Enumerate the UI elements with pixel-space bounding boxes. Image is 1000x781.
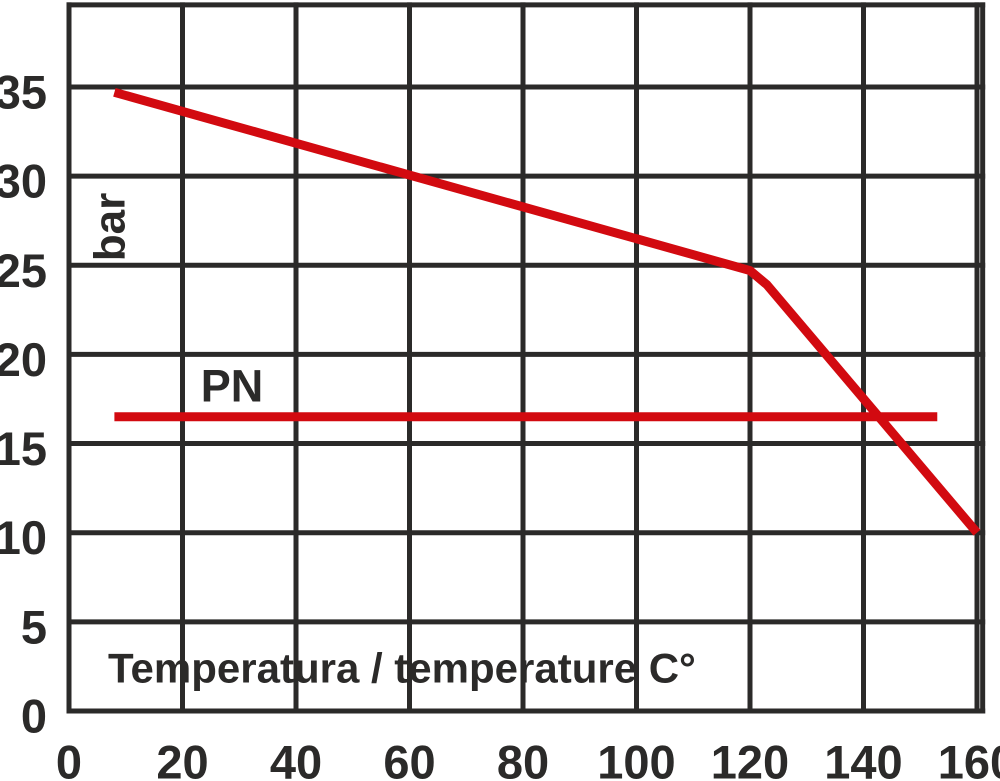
x-tick-label: 0 — [56, 736, 82, 781]
grid-layer — [66, 2, 986, 714]
x-tick-label: 60 — [383, 736, 435, 781]
x-tick-label: 80 — [497, 736, 549, 781]
y-tick-label: 15 — [0, 422, 47, 475]
y-tick-label: 0 — [21, 690, 47, 743]
x-tick-label: 100 — [597, 736, 675, 781]
y-tick-label: 35 — [0, 65, 47, 118]
x-axis-title: Temperatura / temperature C° — [108, 645, 696, 692]
x-tick-label: 40 — [270, 736, 322, 781]
y-tick-label: 25 — [0, 244, 47, 297]
y-tick-label: 10 — [0, 511, 47, 564]
y-tick-label: 5 — [21, 600, 47, 653]
x-tick-label: 140 — [824, 736, 902, 781]
pn-line-label: PN — [201, 361, 264, 412]
x-tick-label: 160 — [938, 736, 1000, 781]
y-axis-label: bar — [86, 193, 135, 261]
tick-labels-layer: 0 5 10 15 20 25 30 35 0 20 40 60 80 100 120 140 160 — [0, 65, 1000, 781]
x-tick-label: 120 — [711, 736, 789, 781]
max-allowable-pressure-curve — [113, 87, 981, 536]
series-layer — [113, 87, 981, 536]
y-tick-label: 20 — [0, 333, 47, 386]
x-tick-label: 20 — [156, 736, 208, 781]
y-tick-label: 30 — [0, 155, 47, 208]
